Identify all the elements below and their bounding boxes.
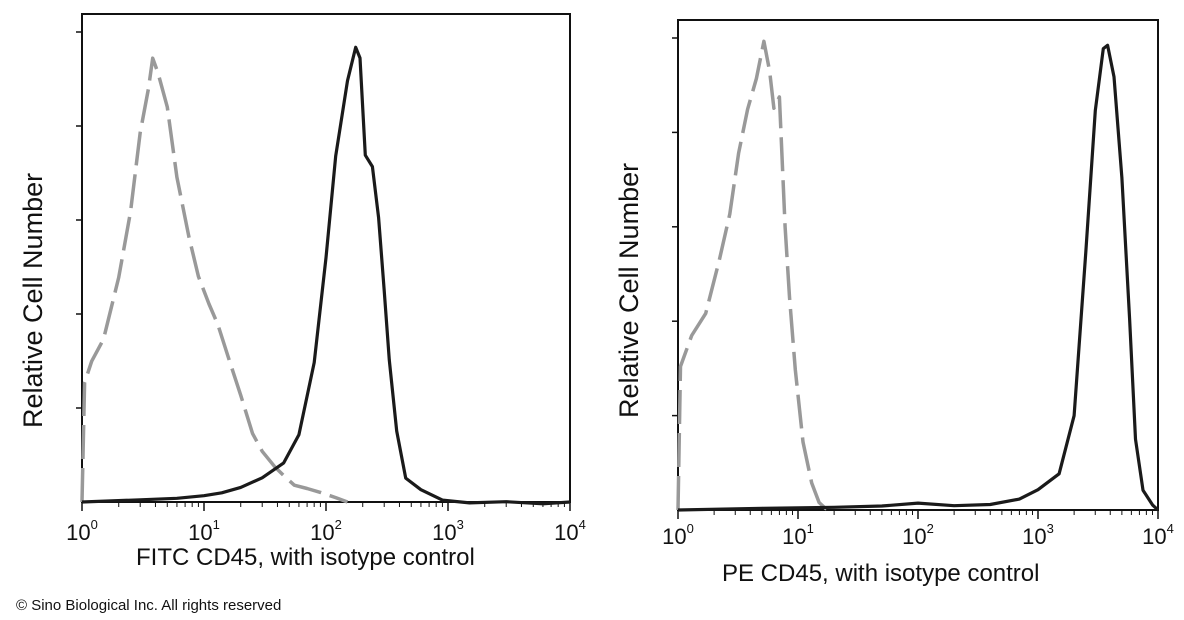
isotype-control-histogram — [676, 39, 835, 512]
copyright-notice: © Sino Biological Inc. All rights reserv… — [16, 597, 282, 614]
histogram-plot-pe — [672, 19, 1160, 519]
isotype-control-histogram — [80, 56, 349, 504]
x-tick-label: 102 — [310, 517, 342, 545]
x-tick-label: 104 — [554, 517, 586, 545]
x-tick-label: 102 — [902, 521, 934, 549]
x-tick-label: 101 — [188, 517, 220, 545]
histogram-panel-fitc: Relative Cell Number FITC CD45, with iso… — [0, 0, 592, 600]
x-tick-label: 103 — [432, 517, 464, 545]
x-tick-label: 100 — [662, 521, 694, 549]
x-tick-label: 103 — [1022, 521, 1054, 549]
cd45-histogram — [677, 43, 1160, 512]
y-axis-label: Relative Cell Number — [18, 172, 48, 428]
x-tick-label: 100 — [66, 517, 98, 545]
histogram-panel-pe: Relative Cell Number PE CD45, with isoty… — [592, 0, 1184, 600]
x-axis-label: FITC CD45, with isotype control — [136, 544, 475, 571]
x-tick-label: 101 — [782, 521, 814, 549]
histogram-plot-fitc — [76, 13, 571, 511]
x-axis-label: PE CD45, with isotype control — [722, 560, 1040, 587]
y-axis-label: Relative Cell Number — [614, 162, 644, 418]
cd45-histogram — [81, 45, 571, 506]
x-tick-label: 104 — [1142, 521, 1174, 549]
